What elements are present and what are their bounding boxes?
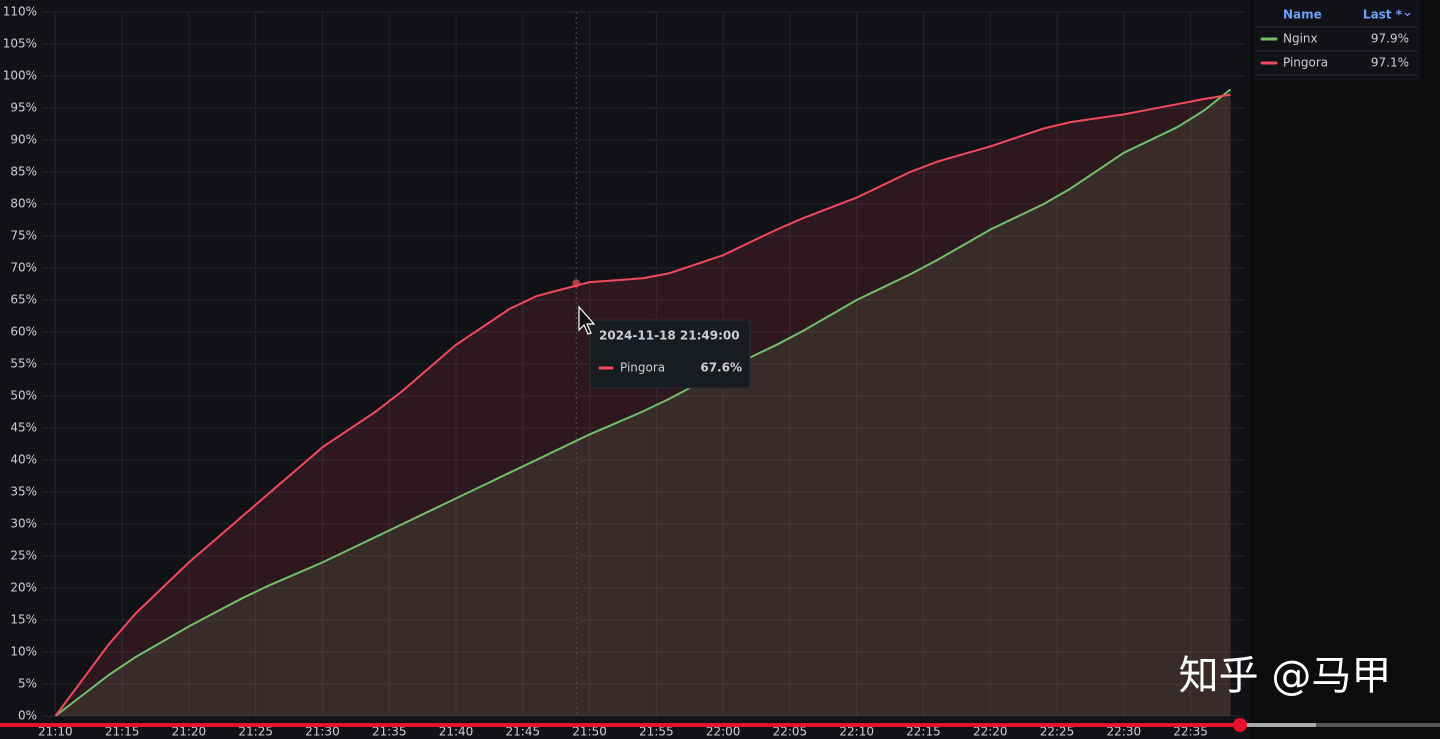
x-tick-label: 21:50	[572, 725, 607, 739]
y-tick-label: 75%	[10, 229, 37, 243]
series-area	[55, 94, 1231, 717]
x-tick-label: 21:20	[172, 725, 207, 739]
y-tick-label: 65%	[10, 293, 37, 307]
y-tick-label: 60%	[10, 325, 37, 339]
y-tick-label: 55%	[10, 357, 37, 371]
legend-header-name[interactable]: Name	[1283, 8, 1322, 22]
y-tick-label: 5%	[18, 677, 37, 691]
legend-last: 97.1%	[1371, 56, 1409, 70]
series-line	[54, 88, 1232, 717]
y-tick-label: 0%	[18, 709, 37, 723]
x-tick-label: 21:30	[305, 725, 340, 739]
x-tick-label: 21:35	[372, 725, 407, 739]
y-tick-label: 105%	[3, 37, 37, 51]
y-tick-label: 35%	[10, 485, 37, 499]
x-tick-label: 22:25	[1040, 725, 1075, 739]
series-line	[54, 93, 1231, 717]
legend-last: 97.9%	[1371, 32, 1409, 46]
tooltip-box	[589, 319, 751, 389]
y-tick-label: 20%	[10, 581, 37, 595]
y-tick-label: 110%	[3, 5, 37, 19]
watermark: 知乎 @马甲	[1179, 653, 1392, 699]
y-tick-label: 50%	[10, 389, 37, 403]
cursor	[578, 305, 596, 335]
legend-name: Pingora	[1283, 56, 1328, 70]
tooltip-time: 2024-11-18 21:49:00	[599, 329, 740, 343]
y-tick-label: 45%	[10, 421, 37, 435]
x-tick-label: 21:40	[439, 725, 474, 739]
x-tick-label: 21:10	[38, 725, 73, 739]
x-tick-label: 22:30	[1107, 725, 1142, 739]
tooltip-value: 67.6%	[700, 361, 742, 375]
y-tick-label: 100%	[3, 69, 37, 83]
y-tick-label: 80%	[10, 197, 37, 211]
x-tick-label: 21:15	[105, 725, 140, 739]
x-tick-label: 22:10	[839, 725, 874, 739]
x-tick-label: 22:20	[973, 725, 1008, 739]
x-tick-label: 21:55	[639, 725, 674, 739]
tooltip-series: Pingora	[620, 361, 665, 375]
video-progress-played	[0, 723, 1240, 727]
y-tick-label: 15%	[10, 613, 37, 627]
y-tick-label: 10%	[10, 645, 37, 659]
x-tick-label: 22:00	[706, 725, 741, 739]
y-tick-label: 40%	[10, 453, 37, 467]
x-tick-label: 22:15	[906, 725, 941, 739]
y-tick-label: 85%	[10, 165, 37, 179]
x-tick-label: 22:35	[1173, 725, 1208, 739]
y-tick-label: 25%	[10, 549, 37, 563]
x-tick-label: 21:25	[238, 725, 273, 739]
y-tick-label: 95%	[10, 101, 37, 115]
y-tick-label: 90%	[10, 133, 37, 147]
legend-header-last[interactable]: Last *	[1363, 8, 1403, 22]
x-tick-label: 21:45	[506, 725, 541, 739]
series-area	[55, 89, 1231, 716]
video-progress-buffered	[1240, 723, 1316, 727]
hover-point	[572, 279, 581, 288]
legend-name: Nginx	[1283, 32, 1318, 46]
y-tick-label: 70%	[10, 261, 37, 275]
x-tick-label: 22:05	[773, 725, 808, 739]
video-scrubber[interactable]	[1233, 718, 1247, 732]
sort-icon	[1404, 12, 1411, 17]
y-tick-label: 30%	[10, 517, 37, 531]
legend-panel	[1254, 0, 1420, 80]
